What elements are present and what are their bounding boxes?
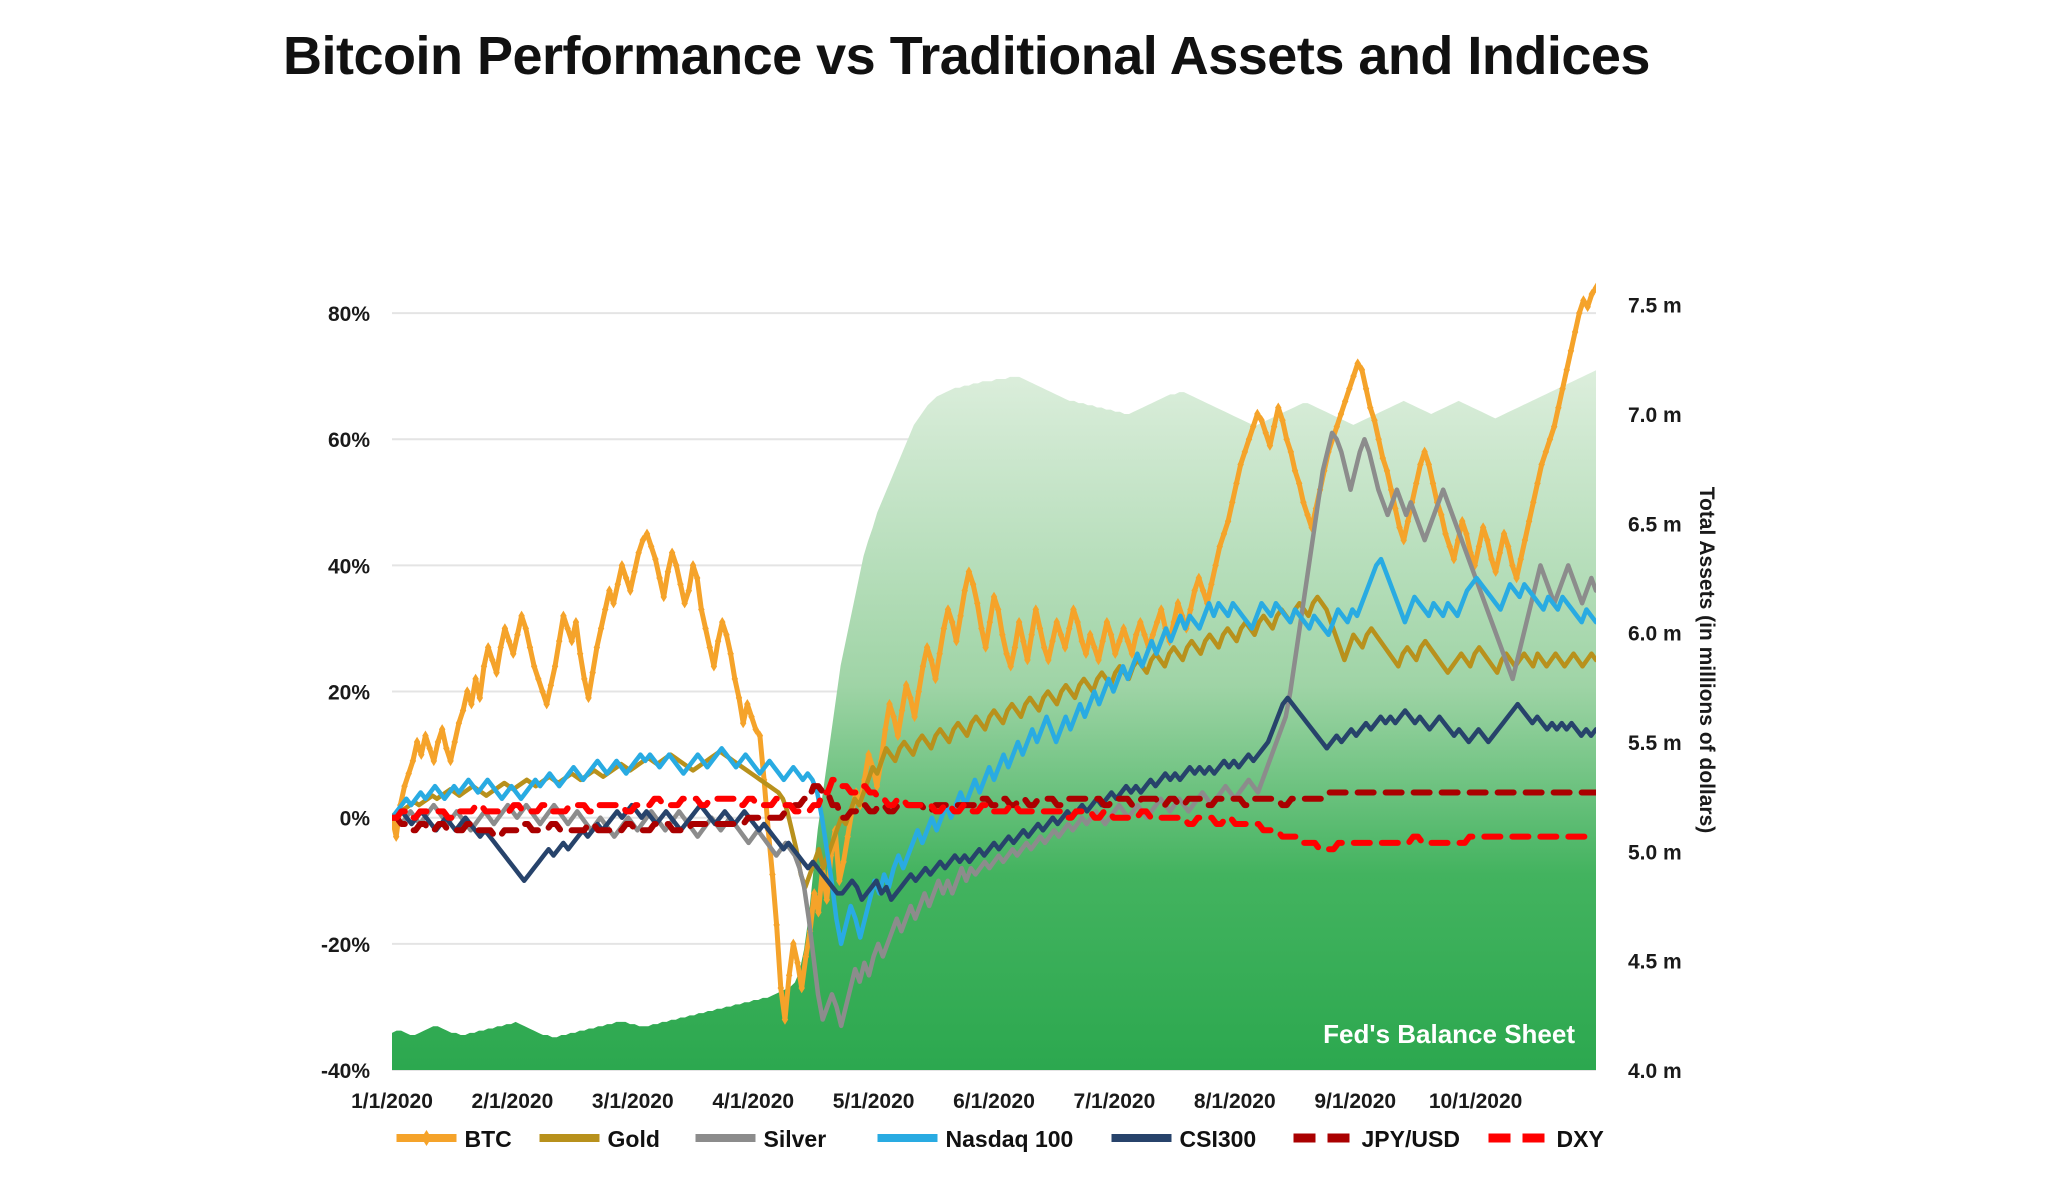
legend-item-gold[interactable]: Gold (539, 1126, 660, 1152)
right-axis-tick: 4.0 m (1628, 1060, 1682, 1083)
x-axis-tick: 1/1/2020 (351, 1090, 433, 1113)
x-axis-tick: 5/1/2020 (833, 1090, 915, 1113)
left-axis-tick: -40% (321, 1060, 370, 1083)
left-axis-tick: 40% (328, 555, 370, 578)
x-axis-tick: 7/1/2020 (1074, 1090, 1156, 1113)
legend-item-jpy-usd[interactable]: JPY/USD (1293, 1126, 1460, 1152)
legend-label: JPY/USD (1362, 1126, 1460, 1152)
x-axis-labels: 1/1/2020 2/1/2020 3/1/2020 4/1/2020 5/1/2020… (351, 1090, 1522, 1113)
legend-item-btc[interactable]: BTC (396, 1126, 512, 1152)
right-axis-tick: 7.0 m (1628, 404, 1682, 427)
legend-label: BTC (465, 1126, 512, 1152)
legend-item-dxy[interactable]: DXY (1488, 1126, 1604, 1152)
x-axis-tick: 8/1/2020 (1194, 1090, 1276, 1113)
legend-item-nasdaq-100[interactable]: Nasdaq 100 (877, 1126, 1074, 1152)
right-axis-labels: 7.5 m 7.0 m 6.5 m 6.0 m 5.5 m 5.0 m 4.5 m 4.0 m (1628, 295, 1682, 1083)
right-axis-tick: 7.5 m (1628, 295, 1682, 318)
series-lines (392, 282, 1596, 1029)
left-axis-tick: -20% (321, 934, 370, 957)
left-axis-labels: 80% 60% 40% 20% 0% -20% -40% (321, 303, 370, 1083)
right-axis-tick: 6.0 m (1628, 623, 1682, 646)
x-axis-tick: 6/1/2020 (953, 1090, 1035, 1113)
x-axis-tick: 3/1/2020 (592, 1090, 674, 1113)
fed-balance-sheet-label: Fed's Balance Sheet (1323, 1019, 1575, 1049)
chart-legend: BTC Gold Silver Nasdaq 100 CSI300 JPY/USD DXY (396, 1126, 1604, 1152)
legend-label: Nasdaq 100 (946, 1126, 1074, 1152)
fed-balance-sheet-area (392, 370, 1596, 1070)
legend-item-csi300[interactable]: CSI300 (1111, 1126, 1257, 1152)
x-axis-tick: 4/1/2020 (712, 1090, 794, 1113)
right-axis-title: Total Assets (in millions of dollars) (1695, 487, 1718, 834)
x-axis-tick: 2/1/2020 (472, 1090, 554, 1113)
legend-label: Gold (608, 1126, 660, 1152)
right-axis-tick: 6.5 m (1628, 513, 1682, 536)
page-title: Bitcoin Performance vs Traditional Asset… (283, 26, 1650, 86)
left-axis-tick: 80% (328, 303, 370, 326)
right-axis-tick: 5.5 m (1628, 732, 1682, 755)
x-axis-tick: 9/1/2020 (1314, 1090, 1396, 1113)
legend-item-silver[interactable]: Silver (695, 1126, 827, 1152)
legend-label: DXY (1557, 1126, 1604, 1152)
left-axis-tick: 60% (328, 429, 370, 452)
left-axis-tick: 20% (328, 682, 370, 705)
legend-label: CSI300 (1180, 1126, 1257, 1152)
right-axis-tick: 4.5 m (1628, 951, 1682, 974)
left-axis-tick: 0% (340, 808, 371, 831)
x-axis-tick: 10/1/2020 (1429, 1090, 1522, 1113)
legend-label: Silver (764, 1126, 827, 1152)
right-axis-tick: 5.0 m (1628, 841, 1682, 864)
